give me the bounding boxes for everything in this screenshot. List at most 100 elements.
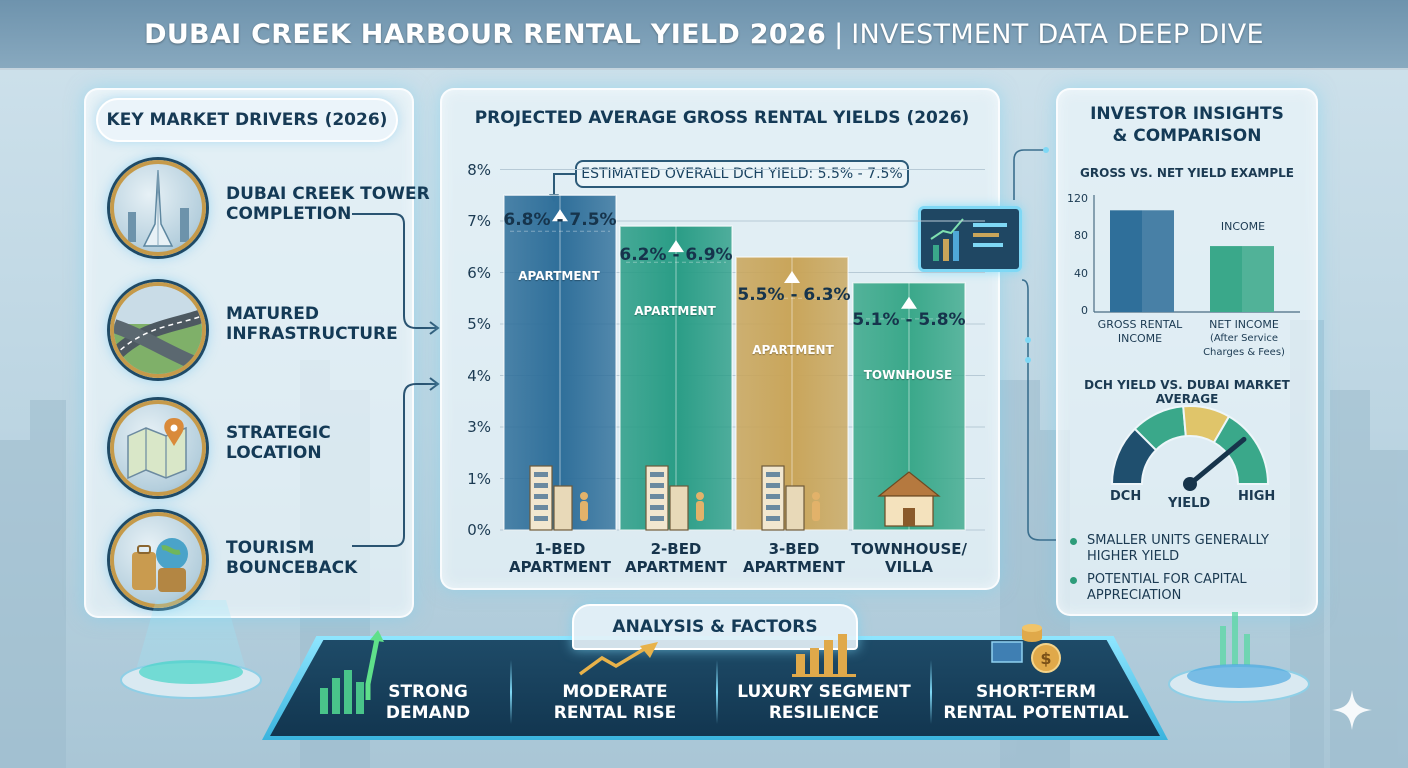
mini-bar-shade [1242, 246, 1274, 312]
left-hologram-pedestal [120, 600, 262, 699]
gauge-hub [1183, 477, 1197, 491]
mini-ytick-3: 120 [1067, 192, 1088, 205]
bar-4-range-label: 5.1% - 5.8% [852, 310, 966, 330]
factor-4-label: SHORT-TERM RENTAL POTENTIAL [936, 682, 1136, 724]
driver-1-line2: COMPLETION [226, 204, 352, 224]
driver-1-label: DUBAI CREEK TOWER COMPLETION [226, 184, 430, 224]
coins-icon: $ [991, 624, 1061, 673]
tower-icon [110, 160, 206, 256]
category-3-line1: 3-BED [768, 540, 820, 558]
gauge-needle [1187, 436, 1247, 487]
ytick-0: 0% [467, 521, 491, 539]
gauge-right-label: HIGH [1238, 489, 1276, 504]
header: DUBAI CREEK HARBOUR RENTAL YIELD 2026 | … [0, 0, 1408, 70]
driver-connectors [352, 213, 440, 547]
luggage-globe-icon [110, 512, 206, 608]
insight-2-line2: APPRECIATION [1087, 588, 1182, 603]
factor-4-line2: RENTAL POTENTIAL [943, 703, 1129, 723]
insight-bullet-1: SMALLER UNITS GENERALLY HIGHER YIELD [1070, 533, 1269, 565]
person-icon [696, 492, 704, 500]
yield-bar [735, 256, 849, 531]
person-icon [812, 492, 820, 500]
mini-bar [1210, 246, 1274, 312]
factor-2-line2: RENTAL RISE [553, 703, 677, 723]
trend-up-icon [578, 642, 658, 676]
category-2-line2: APARTMENT [625, 558, 727, 576]
mini-ytick-1: 40 [1074, 267, 1088, 280]
person-icon [696, 501, 704, 521]
person-icon [580, 501, 588, 521]
building-window [534, 516, 548, 521]
mini-bar [1110, 210, 1174, 312]
category-3-label: 3-BED APARTMENT [729, 540, 859, 576]
mini-ytick-0: 0 [1081, 304, 1088, 317]
page-title: DUBAI CREEK HARBOUR RENTAL YIELD 2026 [144, 18, 827, 50]
bar-3-type-label: APARTMENT [752, 343, 834, 357]
house-door [903, 508, 915, 526]
factor-divider [510, 660, 512, 724]
category-2-line1: 2-BED [650, 540, 702, 558]
title-separator: | [834, 18, 844, 50]
yield-bar [619, 225, 733, 531]
building-window [534, 472, 548, 477]
mini-category-1-line1: GROSS RENTAL [1097, 318, 1183, 331]
category-1-line1: 1-BED [534, 540, 586, 558]
insight-1-line1: SMALLER UNITS GENERALLY [1087, 533, 1269, 548]
bar-marker-icon [668, 240, 684, 253]
driver-2-line1: MATURED [226, 304, 319, 324]
category-3-line2: APARTMENT [743, 558, 845, 576]
bar-2-range-label: 6.2% - 6.9% [619, 245, 733, 265]
factor-divider [716, 660, 718, 724]
bar-3-range-label: 5.5% - 6.3% [737, 285, 851, 305]
driver-4-line2: BOUNCEBACK [226, 558, 358, 578]
highway-icon [110, 282, 206, 378]
building-window [650, 516, 664, 521]
building-window [650, 505, 664, 510]
building-window [766, 472, 780, 477]
ytick-4: 5% [467, 315, 491, 333]
mini-bar-annotation: INCOME [1220, 220, 1266, 233]
factor-4-line1: SHORT-TERM [975, 682, 1097, 702]
building-window [534, 494, 548, 499]
building-window [766, 505, 780, 510]
factor-2-line1: MODERATE [562, 682, 668, 702]
map-pin-icon [110, 400, 206, 496]
driver-3-line2: LOCATION [226, 443, 322, 463]
mini-bar-shade [1142, 210, 1174, 312]
rising-bars-icon [320, 630, 384, 714]
category-4-line1: TOWNHOUSE/ [850, 540, 968, 558]
person-icon [812, 501, 820, 521]
driver-1-line1: DUBAI CREEK TOWER [226, 184, 430, 204]
mini-category-2-line2: (After Service [1209, 333, 1279, 344]
bar-2-type-label: APARTMENT [634, 304, 716, 318]
factor-3-label: LUXURY SEGMENT RESILIENCE [734, 682, 914, 724]
ytick-5: 6% [467, 264, 491, 282]
yield-gauge [1110, 405, 1270, 491]
bar-marker-icon [552, 209, 568, 222]
factor-2-label: MODERATE RENTAL RISE [540, 682, 690, 724]
category-2-label: 2-BED APARTMENT [611, 540, 741, 576]
building-window [766, 494, 780, 499]
insight-bullet-2: POTENTIAL FOR CAPITAL APPRECIATION [1070, 572, 1247, 604]
bar-4-type-label: TOWNHOUSE [863, 368, 953, 382]
investor-insights-panel [1056, 88, 1318, 616]
mini-category-2-line1: NET INCOME [1209, 318, 1279, 331]
driver-4-line1: TOURISM [226, 538, 315, 558]
building-icon [785, 485, 805, 531]
category-1-line2: APARTMENT [509, 558, 611, 576]
ytick-1: 1% [467, 470, 491, 488]
ytick-2: 3% [467, 418, 491, 436]
driver-4-label: TOURISM BOUNCEBACK [226, 538, 357, 578]
insight-1-line2: HIGHER YIELD [1087, 549, 1180, 564]
gauge-left-label: DCH [1110, 489, 1142, 504]
building-window [650, 494, 664, 499]
mini-category-1-line2: INCOME [1117, 332, 1163, 345]
building-window [766, 516, 780, 521]
factor-1-line1: STRONG [388, 682, 468, 702]
ytick-7: 8% [467, 161, 491, 179]
factor-3-line2: RESILIENCE [768, 703, 880, 723]
driver-2-label: MATURED INFRASTRUCTURE [226, 304, 398, 344]
insights-title: INVESTOR INSIGHTS & COMPARISON [1058, 103, 1316, 147]
category-1-label: 1-BED APARTMENT [495, 540, 625, 576]
